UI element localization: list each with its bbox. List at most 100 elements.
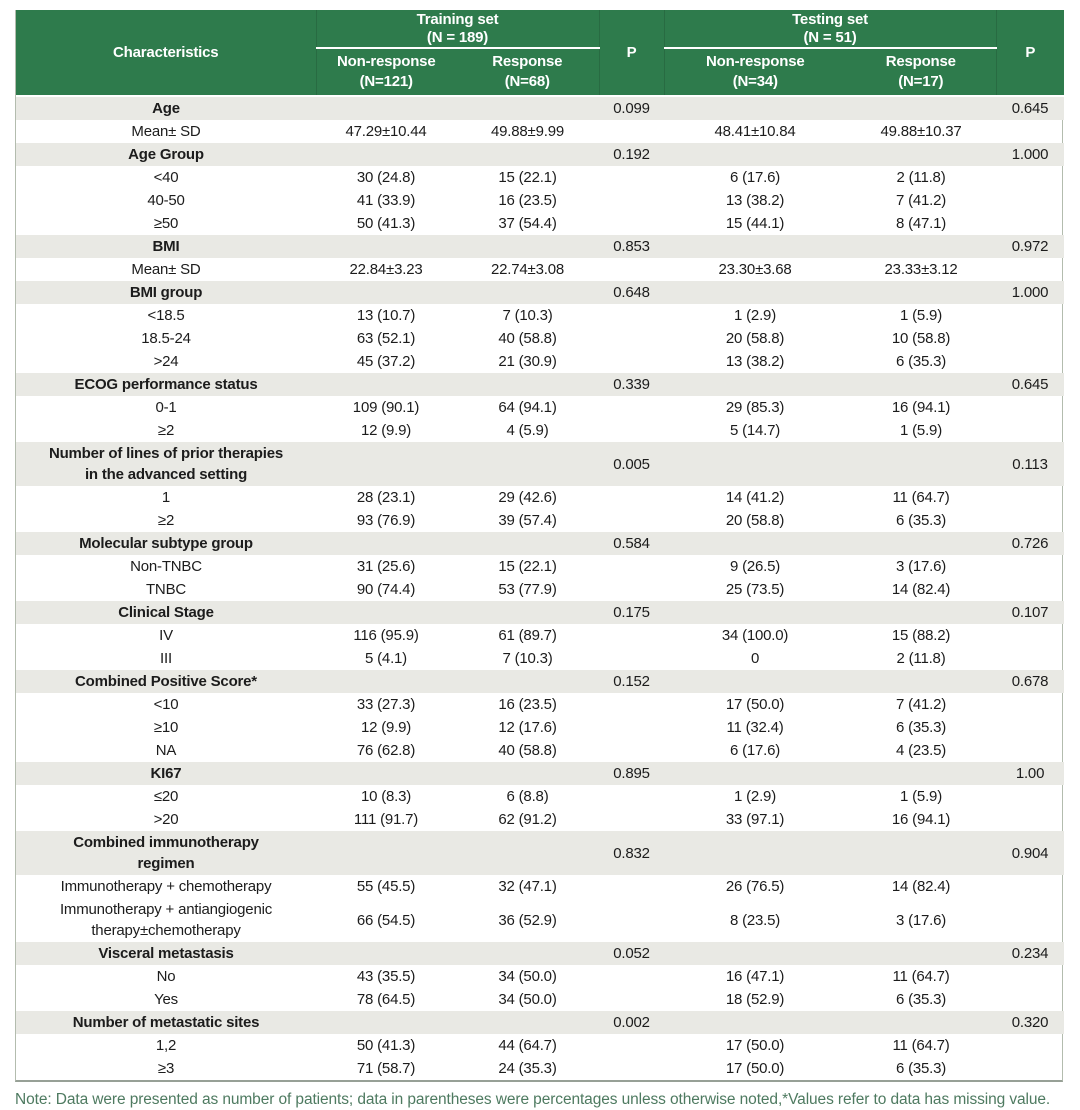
characteristic-cell: Non-TNBC — [16, 555, 316, 578]
characteristic-subitem: III — [160, 650, 172, 667]
table-footnote: Note: Data were presented as number of p… — [15, 1091, 1051, 1108]
training-nonresponse-value: 10 (8.3) — [360, 788, 412, 805]
training-p-value: 0.152 — [599, 670, 665, 693]
training-p-value — [599, 304, 664, 327]
category-row: Molecular subtype group 0.584 0.726 — [16, 532, 1065, 555]
training-p-value: 0.584 — [599, 532, 665, 555]
training-response-value: 62 (91.2) — [498, 811, 557, 828]
training-nonresponse-value — [316, 143, 456, 166]
characteristic-name: Combined Positive Score* — [75, 673, 257, 690]
data-row: Yes 78 (64.5) 34 (50.0) 18 (52.9) 6 (35.3) — [16, 988, 1064, 1011]
training-p-value: 0.853 — [599, 235, 665, 258]
testing-set-title: Testing set — [792, 10, 868, 28]
testing-nonresponse-value — [664, 373, 847, 396]
testing-p-value: 0.234 — [996, 942, 1065, 965]
characteristic-subitem: TNBC — [145, 581, 187, 598]
testing-p-value: 0.113 — [996, 442, 1065, 486]
category-row: Number of metastatic sites 0.002 0.320 — [16, 1011, 1065, 1034]
training-response-value: 22.74±3.08 — [491, 261, 564, 278]
data-row: 1 28 (23.1) 29 (42.6) 14 (41.2) 11 (64.7) — [16, 486, 1064, 509]
training-p-value — [599, 555, 664, 578]
training-nonresponse-value: 78 (64.5) — [356, 991, 416, 1008]
testing-nonresponse-value — [664, 831, 847, 875]
testing-response-value: 16 (94.1) — [891, 811, 951, 828]
characteristic-name: Number of lines of prior therapies in th… — [48, 445, 284, 483]
characteristic-subitem: <40 — [153, 169, 179, 186]
characteristic-subitem: <10 — [153, 696, 179, 713]
training-p-value: 0.832 — [599, 831, 665, 875]
training-response-value: 29 (42.6) — [498, 489, 557, 506]
data-row: 18.5-24 63 (52.1) 40 (58.8) 20 (58.8) 10 (58… — [16, 327, 1064, 350]
training-response-value — [456, 532, 600, 555]
training-response-value: 6 (8.8) — [506, 788, 549, 805]
training-response-value: 15 (22.1) — [498, 558, 557, 575]
testing-nonresponse-value: 20 (58.8) — [725, 330, 785, 347]
testing-p-value: 0.972 — [996, 235, 1065, 258]
training-response-value — [456, 670, 600, 693]
training-p-value — [599, 350, 664, 373]
characteristic-cell: ≥50 — [16, 212, 316, 235]
characteristic-cell: Molecular subtype group — [16, 532, 316, 555]
characteristic-name: ECOG performance status — [74, 376, 258, 393]
training-p-value — [599, 624, 664, 647]
training-p-value — [599, 189, 664, 212]
testing-p-value — [996, 419, 1064, 442]
header-p-testing: P — [995, 10, 1065, 96]
testing-p-value — [996, 785, 1064, 808]
training-response-value — [456, 373, 600, 396]
data-row: 1,2 50 (41.3) 44 (64.7) 17 (50.0) 11 (64.7) — [16, 1034, 1064, 1057]
training-nonresponse-value: 31 (25.6) — [356, 558, 416, 575]
testing-response-value — [846, 143, 997, 166]
training-response-value: 37 (54.4) — [498, 215, 557, 232]
category-row: BMI group 0.648 1.000 — [16, 281, 1065, 304]
characteristic-cell: Number of metastatic sites — [16, 1011, 316, 1034]
characteristic-cell: Clinical Stage — [16, 601, 316, 624]
characteristic-cell: Mean± SD — [16, 120, 316, 143]
testing-p-value — [996, 875, 1064, 898]
training-nonresponse-value — [316, 95, 456, 120]
characteristic-cell: ≤20 — [16, 785, 316, 808]
testing-response-value: 11 (64.7) — [892, 1037, 950, 1054]
characteristic-subitem: ≥50 — [153, 215, 179, 232]
training-p-value — [599, 875, 664, 898]
characteristics-table: Characteristics Training set (N = 189) P … — [16, 10, 1065, 1080]
testing-nonresponse-value: 1 (2.9) — [734, 307, 776, 324]
training-p-value — [599, 647, 664, 670]
characteristic-subitem: IV — [159, 627, 173, 644]
characteristic-subitem: Mean± SD — [131, 261, 201, 278]
characteristic-cell: Yes — [16, 988, 316, 1011]
characteristic-name: KI67 — [150, 765, 182, 782]
data-row: IV 116 (95.9) 61 (89.7) 34 (100.0) 15 (88.2) — [16, 624, 1064, 647]
training-nonresponse-value: 28 (23.1) — [356, 489, 416, 506]
testing-p-value — [996, 808, 1064, 831]
training-p-value — [599, 1034, 664, 1057]
training-p-value — [599, 166, 664, 189]
characteristic-cell: Mean± SD — [16, 258, 316, 281]
training-nonresponse-value — [316, 442, 456, 486]
testing-response-value: 6 (35.3) — [895, 512, 947, 529]
testing-response-value: 3 (17.6) — [895, 558, 947, 575]
header-training-response: Response (N=68) — [456, 48, 600, 96]
testing-nonresponse-value — [664, 942, 847, 965]
data-row: TNBC 90 (74.4) 53 (77.9) 25 (73.5) 14 (82.4) — [16, 578, 1064, 601]
training-p-value — [599, 785, 664, 808]
training-p-value: 0.002 — [599, 1011, 665, 1034]
characteristic-subitem: 1 — [161, 489, 171, 506]
testing-response-value: 23.33±3.12 — [884, 261, 958, 278]
data-row: Non-TNBC 31 (25.6) 15 (22.1) 9 (26.5) 3 (17.… — [16, 555, 1064, 578]
testing-response-value: 8 (47.1) — [895, 215, 947, 232]
testing-p-value — [996, 716, 1064, 739]
testing-nonresponse-value: 14 (41.2) — [725, 489, 785, 506]
training-response-value: 21 (30.9) — [498, 353, 557, 370]
testing-nonresponse-value: 13 (38.2) — [725, 192, 785, 209]
training-response-value: 40 (58.8) — [498, 742, 557, 759]
training-response-value: 39 (57.4) — [498, 512, 557, 529]
training-nonresponse-value: 116 (95.9) — [353, 627, 419, 644]
training-nonresponse-value: 12 (9.9) — [360, 422, 412, 439]
testing-nonresponse-value: 0 — [750, 650, 760, 667]
category-row: Clinical Stage 0.175 0.107 — [16, 601, 1065, 624]
testing-nonresponse-value: 6 (17.6) — [729, 169, 781, 186]
training-p-value: 0.895 — [599, 762, 665, 785]
training-nonresponse-value: 50 (41.3) — [356, 1037, 416, 1054]
data-row: >24 45 (37.2) 21 (30.9) 13 (38.2) 6 (35.3) — [16, 350, 1064, 373]
